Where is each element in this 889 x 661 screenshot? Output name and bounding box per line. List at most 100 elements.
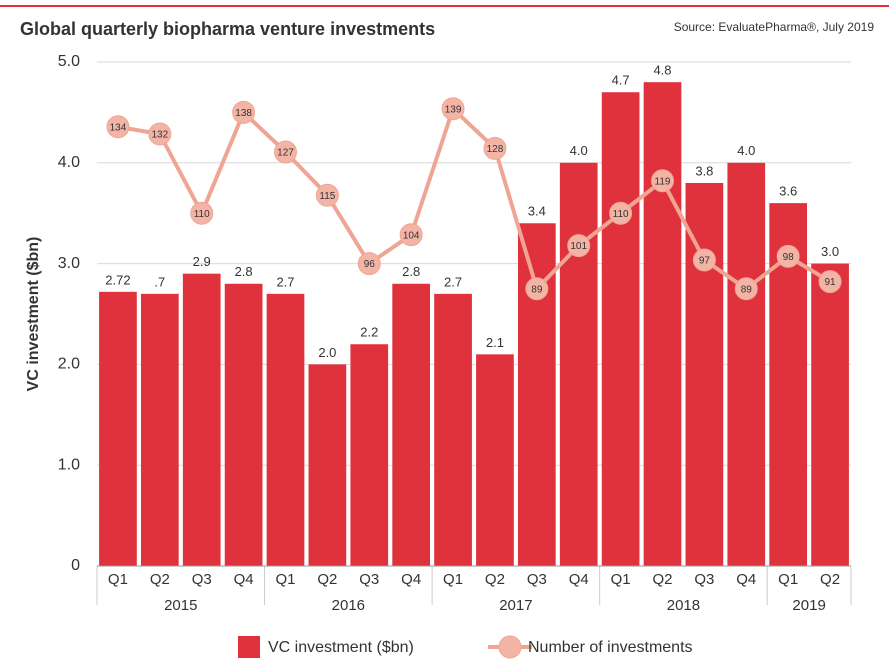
marker-label: 127 [277,148,294,159]
bar [434,293,472,566]
bar-value-label: 4.0 [570,143,588,158]
x-tick-label: Q4 [401,571,421,588]
y-axis-label: VC investment ($bn) [25,237,42,392]
bar [685,182,724,566]
line-marker [190,201,214,225]
marker-label: 97 [699,256,711,267]
line-marker [441,97,465,121]
marker-label: 104 [403,230,420,241]
line-marker [818,270,842,294]
line-marker [651,169,674,193]
line-marker [399,223,423,247]
marker-label: 110 [613,209,629,220]
bar [727,162,766,567]
y-tick-label: 3.0 [58,255,80,272]
line-marker [357,252,381,276]
bar [99,291,137,566]
x-tick-label: Q1 [778,571,798,588]
x-tick-label: Q1 [108,571,128,588]
bar [182,273,221,566]
bar-value-label: 2.8 [235,264,253,279]
line-marker [776,244,800,268]
marker-label: 128 [487,144,504,155]
bar [308,364,347,566]
x-tick-label: Q3 [359,571,379,588]
bar-value-label: 3.0 [821,244,839,259]
marker-label: 96 [364,259,376,270]
bar-value-label: 3.4 [528,204,546,219]
bar-value-label: 4.8 [653,63,671,78]
x-tick-label: Q2 [485,571,505,588]
marker-label: 89 [531,284,543,295]
bar [266,293,305,566]
x-tick-label: Q2 [820,571,840,588]
x-tick-label: Q2 [652,571,672,588]
marker-label: 134 [110,122,127,133]
legend-label: Number of investments [528,639,693,656]
x-tick-label: Q3 [192,571,212,588]
bar [392,283,431,566]
x-group-label: 2016 [332,597,365,614]
x-group-label: 2017 [499,597,532,614]
y-tick-label: 5.0 [58,53,80,70]
bar-value-label: 3.6 [779,184,797,199]
x-tick-label: Q4 [569,571,589,588]
bar-value-label: 4.0 [737,143,755,158]
bar-value-label: 2.1 [486,335,504,350]
line-marker [483,136,507,160]
bar [811,263,849,566]
line-marker [315,183,339,207]
line-marker [567,234,591,258]
x-tick-label: Q4 [234,571,254,588]
x-tick-label: Q4 [736,571,756,588]
bar-value-label: 2.0 [318,345,336,360]
marker-label: 115 [319,191,335,202]
line-marker [106,115,130,139]
x-group-label: 2019 [792,597,825,614]
y-tick-label: 2.0 [58,356,80,373]
line-marker [274,140,297,164]
bar-value-label: 3.8 [695,163,713,178]
bar-value-label: .7 [154,274,165,289]
x-tick-label: Q3 [527,571,547,588]
bar-value-label: 2.2 [360,325,378,340]
x-tick-label: Q1 [275,571,295,588]
line-marker [148,122,172,146]
y-tick-label: 0 [71,557,80,574]
bar-value-label: 2.7 [444,274,462,289]
line-marker [609,201,633,225]
bar [350,344,389,566]
x-group-label: 2018 [667,597,700,614]
bar [643,82,682,566]
marker-label: 139 [445,104,462,115]
bar-value-label: 4.7 [612,73,630,88]
marker-label: 132 [151,130,168,141]
marker-label: 110 [194,209,210,220]
x-tick-label: Q1 [611,571,631,588]
source: Source: EvaluatePharma®, July 2019 [674,20,875,34]
x-tick-label: Q1 [443,571,463,588]
marker-label: 101 [570,241,587,252]
line-marker [692,248,716,272]
legend-swatch [498,635,522,659]
line-marker [734,277,758,301]
marker-label: 138 [235,108,252,119]
legend-swatch [238,636,260,658]
y-tick-label: 4.0 [58,154,80,171]
x-tick-label: Q2 [150,571,170,588]
marker-label: 89 [741,284,753,295]
legend-label: VC investment ($bn) [268,639,414,656]
bar [559,162,598,567]
bar-value-label: 2.9 [193,254,211,269]
bar [140,293,179,566]
bar-value-label: 2.7 [276,274,294,289]
chart-title: Global quarterly biopharma venture inves… [20,19,435,39]
x-group-label: 2015 [164,597,197,614]
bar [476,354,514,566]
bar-value-label: 2.72 [105,272,130,287]
line-marker [232,100,256,124]
bar [224,283,263,566]
x-tick-label: Q2 [317,571,337,588]
marker-label: 91 [824,277,836,288]
